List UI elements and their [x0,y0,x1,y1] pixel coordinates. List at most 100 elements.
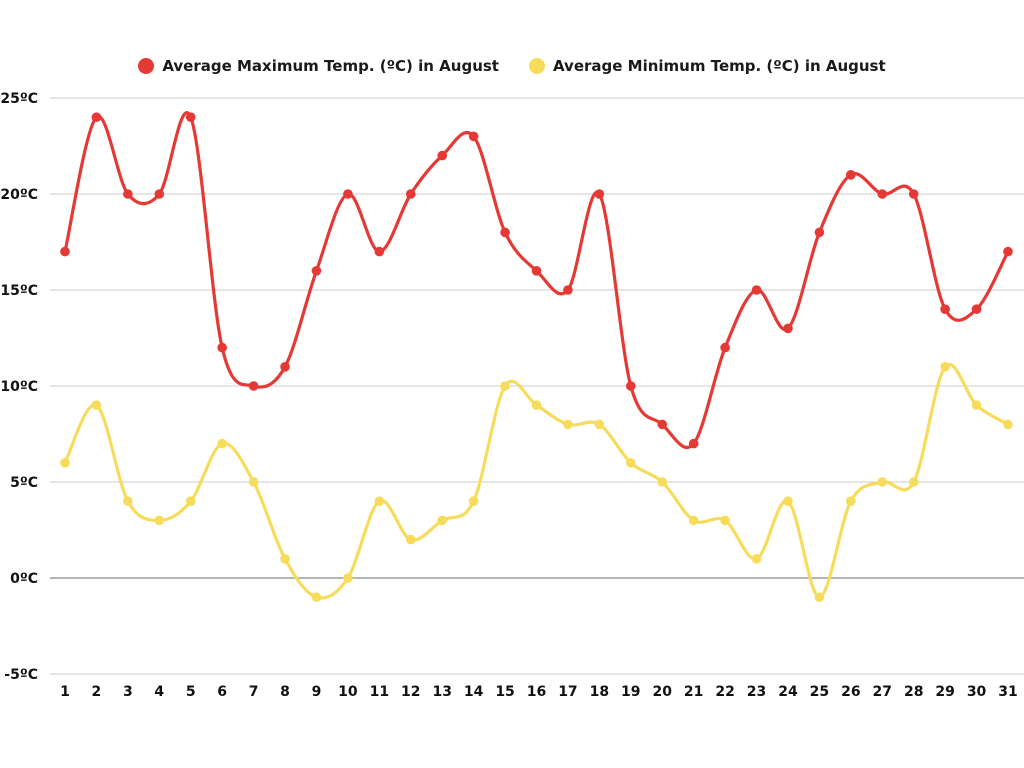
x-tick-label: 6 [217,684,227,700]
data-point-min[interactable] [563,419,573,430]
x-tick-label: 12 [401,684,420,700]
series-lines [63,111,1010,600]
x-tick-label: 30 [967,684,987,700]
x-tick-label: 14 [464,684,484,700]
y-tick-label: -5ºC [4,667,38,683]
y-tick-label: 0ºC [10,571,38,587]
data-point-max[interactable] [185,112,196,122]
data-point-max[interactable] [908,189,919,199]
data-point-max[interactable] [688,438,699,449]
data-point-max[interactable] [468,131,479,142]
data-point-min[interactable] [311,592,322,602]
data-point-max[interactable] [280,362,290,372]
x-tick-label: 4 [154,684,164,700]
data-point-min[interactable] [531,400,542,411]
legend-item-max[interactable]: Average Maximum Temp. (ºC) in August [138,57,499,75]
data-point-max[interactable] [437,150,448,161]
legend-item-min[interactable]: Average Minimum Temp. (ºC) in August [528,57,886,75]
legend: Average Maximum Temp. (ºC) in August Ave… [0,57,1024,75]
data-point-min[interactable] [91,400,102,411]
data-point-min[interactable] [374,496,385,507]
grid [50,97,1024,675]
data-point-min[interactable] [343,573,353,583]
data-point-min[interactable] [123,496,133,507]
data-point-max[interactable] [374,246,385,257]
data-point-max[interactable] [60,246,70,257]
x-tick-label: 29 [935,684,954,700]
legend-label-min: Average Minimum Temp. (ºC) in August [552,57,886,75]
data-point-max[interactable] [1003,246,1013,257]
x-tick-label: 28 [904,684,923,700]
data-point-max[interactable] [91,112,102,122]
data-point-min[interactable] [626,458,636,468]
data-point-min[interactable] [500,381,510,391]
x-tick-label: 13 [432,684,451,700]
legend-label-max: Average Maximum Temp. (ºC) in August [162,57,499,75]
x-tick-label: 9 [312,684,322,700]
data-point-max[interactable] [751,285,762,295]
data-point-max[interactable] [626,381,636,391]
data-point-min[interactable] [248,477,259,487]
data-point-max[interactable] [846,170,856,180]
data-point-max[interactable] [657,419,668,430]
data-point-max[interactable] [123,189,133,199]
data-point-max[interactable] [720,342,730,353]
data-point-max[interactable] [248,381,259,391]
data-point-min[interactable] [846,496,856,507]
data-point-min[interactable] [688,515,699,526]
legend-dot-max-icon [138,58,155,74]
x-tick-label: 25 [810,684,829,700]
data-point-max[interactable] [405,189,416,199]
data-point-min[interactable] [657,477,668,487]
data-point-min[interactable] [60,458,70,468]
data-point-min[interactable] [594,419,605,430]
data-point-min[interactable] [971,400,982,411]
data-point-max[interactable] [783,323,793,334]
data-point-min[interactable] [154,515,165,526]
data-point-min[interactable] [751,554,762,564]
data-point-min[interactable] [940,362,950,372]
x-tick-label: 2 [92,684,102,700]
data-point-max[interactable] [217,342,227,353]
data-point-max[interactable] [594,189,605,199]
x-tick-label: 18 [590,684,609,700]
y-tick-label: 20ºC [0,187,38,203]
data-point-max[interactable] [877,189,888,199]
data-point-min[interactable] [185,496,196,507]
data-point-max[interactable] [563,285,573,295]
data-point-min[interactable] [720,515,730,526]
data-point-max[interactable] [531,266,542,276]
data-point-min[interactable] [908,477,919,487]
y-axis-ticks: 25ºC 20ºC 15ºC 10ºC 5ºC 0ºC -5ºC [0,91,38,683]
y-tick-label: 15ºC [0,283,38,299]
data-point-min[interactable] [468,496,479,507]
y-tick-label: 10ºC [0,379,38,395]
y-tick-label: 5ºC [10,475,38,491]
x-tick-label: 10 [338,684,358,700]
data-point-min[interactable] [437,515,448,526]
data-point-max[interactable] [154,189,165,199]
data-point-max[interactable] [971,304,982,315]
data-point-min[interactable] [814,592,825,602]
data-point-min[interactable] [405,534,416,545]
y-tick-label: 25ºC [0,91,38,107]
x-tick-label: 23 [747,684,766,700]
data-point-max[interactable] [311,266,322,276]
data-point-min[interactable] [877,477,888,487]
x-tick-label: 27 [873,684,892,700]
data-point-min[interactable] [280,554,290,564]
data-point-max[interactable] [814,227,825,238]
x-tick-label: 17 [558,684,577,700]
data-point-max[interactable] [940,304,950,315]
data-point-max[interactable] [343,189,353,199]
data-point-min[interactable] [1003,419,1013,430]
x-tick-label: 21 [684,684,703,700]
x-tick-label: 5 [186,684,196,700]
series-points [60,112,1013,602]
x-tick-label: 31 [998,684,1017,700]
data-point-min[interactable] [783,496,793,507]
x-tick-label: 11 [370,684,389,700]
data-point-max[interactable] [500,227,510,238]
data-point-min[interactable] [217,438,227,449]
